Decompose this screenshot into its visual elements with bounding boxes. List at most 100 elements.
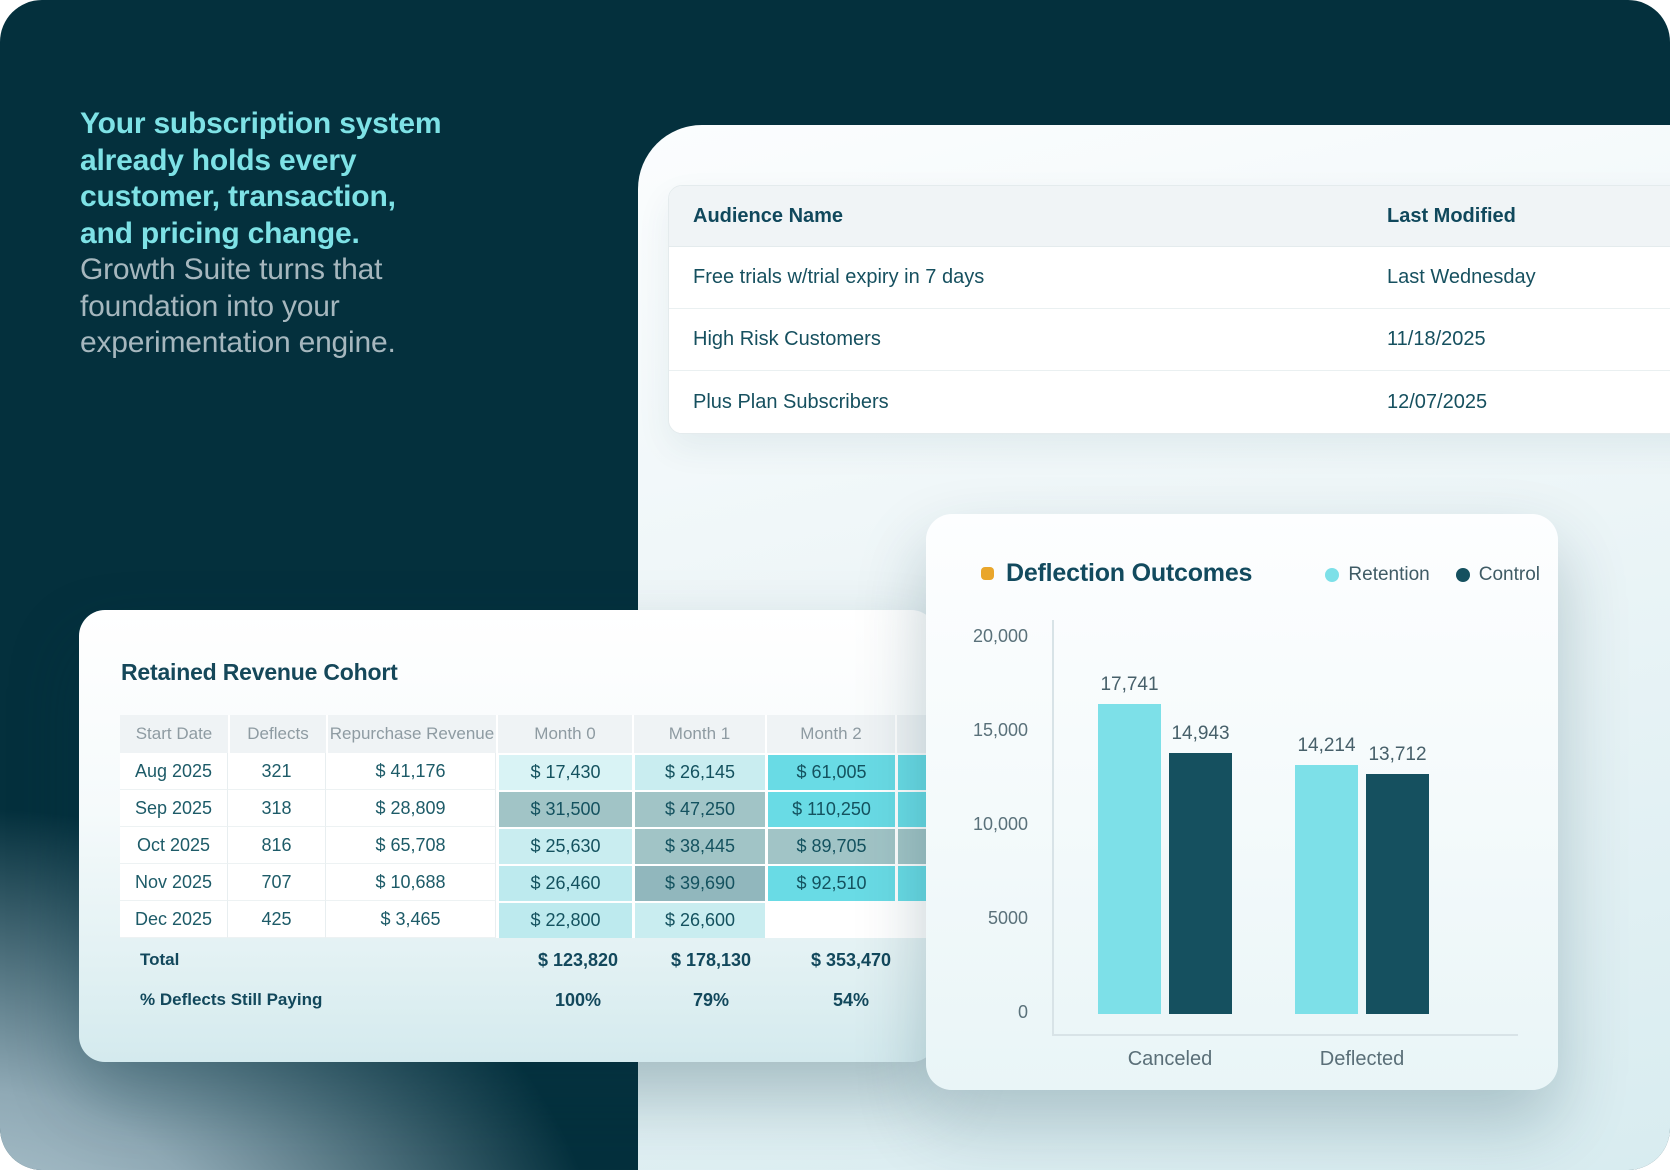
audience-name-cell: Free trials w/trial expiry in 7 days — [693, 266, 985, 288]
audience-table: Audience Name Last Modified Free trials … — [668, 185, 1670, 434]
bar-value-label: 17,741 — [1100, 674, 1159, 695]
hero-headline: Your subscription system already holds ev… — [80, 106, 560, 252]
chart-title: Deflection Outcomes — [1006, 559, 1253, 587]
x-axis-category-label: Canceled — [1127, 1048, 1213, 1070]
cohort-cell: $ 10,688 — [326, 864, 496, 901]
audience-row[interactable]: Plus Plan Subscribers 12/07/2025 — [669, 371, 1670, 433]
cohort-column-header: Month 2 — [765, 715, 895, 753]
audience-row[interactable]: High Risk Customers 11/18/2025 — [669, 309, 1670, 371]
cohort-cell: $ 3,465 — [326, 901, 496, 938]
cohort-heatmap-cell: $ 26,460 — [496, 864, 632, 901]
x-axis-category-label: Deflected — [1319, 1048, 1405, 1070]
bar-retention-deflected — [1295, 765, 1358, 1014]
audience-name-cell: High Risk Customers — [693, 328, 881, 350]
cohort-cell: 425 — [228, 901, 326, 938]
bar-value-label: 13,712 — [1368, 744, 1427, 765]
hero-subline-line: experimentation engine. — [80, 326, 396, 359]
bar-retention-canceled — [1098, 704, 1161, 1014]
legend-item-control: Control — [1455, 564, 1540, 586]
legend-dot-icon — [1455, 568, 1470, 582]
audience-table-body: Free trials w/trial expiry in 7 days Last… — [669, 247, 1670, 433]
x-axis-line — [1052, 1034, 1518, 1036]
last-modified-cell: 12/07/2025 — [1387, 390, 1488, 413]
cohort-card-title: Retained Revenue Cohort — [121, 659, 398, 685]
cohort-pct-label: % Deflects Still Paying — [140, 990, 323, 1009]
hero-headline-line: already holds every — [80, 143, 357, 177]
cohort-heatmap-cell: $ 61,005 — [765, 753, 895, 790]
y-axis-tick-label: 10,000 — [972, 814, 1028, 834]
cohort-row: Nov 2025 707 $ 10,688 $ 26,460 $ 39,690 $ 92,… — [120, 864, 937, 901]
cohort-heatmap-cell: $ 22,800 — [496, 901, 632, 938]
cohort-heatmap-cell: $ 92,510 — [765, 864, 895, 901]
cohort-total-value: $ 123,820 — [537, 950, 619, 970]
deflection-outcomes-card: Deflection Outcomes Retention Control 20,… — [926, 514, 1558, 1090]
cohort-heatmap-cell: $ 26,145 — [632, 753, 765, 790]
audience-name-cell: Plus Plan Subscribers — [693, 390, 889, 413]
cohort-heatmap-cell: $ 25,630 — [496, 827, 632, 864]
cohort-heatmap-cell — [765, 901, 895, 938]
cohort-heatmap-cell: $ 89,705 — [765, 827, 895, 864]
chart-title-row: Deflection Outcomes — [981, 559, 1252, 588]
hero-subline-line: foundation into your — [80, 289, 340, 323]
bar-value-label: 14,214 — [1297, 735, 1356, 756]
hero-subline-line: Growth Suite turns that — [80, 253, 383, 286]
cohort-row: Aug 2025 321 $ 41,176 $ 17,430 $ 26,145 $ 61,… — [120, 753, 937, 790]
cohort-cell: $ 41,176 — [326, 753, 496, 790]
cohort-table: Start Date Deflects Repurchase Revenue Mont… — [120, 715, 937, 938]
cohort-cell: Dec 2025 — [120, 901, 228, 938]
cohort-heatmap-cell: $ 31,500 — [496, 790, 632, 827]
cohort-cell: 318 — [228, 790, 326, 827]
cohort-cell: 816 — [228, 827, 326, 864]
audience-table-header: Audience Name Last Modified — [669, 186, 1670, 247]
cohort-cell: Nov 2025 — [120, 864, 228, 901]
cohort-column-header: Repurchase Revenue — [326, 715, 496, 753]
hero-subline: Growth Suite turns that foundation into y… — [80, 252, 560, 362]
last-modified-column-header: Last Modified — [1387, 204, 1516, 227]
legend-label: Control — [1478, 564, 1540, 585]
cohort-heatmap-cell: $ 17,430 — [496, 753, 632, 790]
cohort-pct-value: 54% — [832, 990, 870, 1010]
cohort-cell: $ 28,809 — [326, 790, 496, 827]
cohort-pct-value: 100% — [554, 990, 602, 1010]
bar-control-canceled — [1169, 753, 1232, 1014]
cohort-column-header: Deflects — [228, 715, 326, 753]
bar-value-label: 14,943 — [1171, 723, 1230, 744]
chart-legend: Retention Control — [1325, 564, 1540, 586]
legend-dot-icon — [1325, 568, 1340, 582]
cohort-cell: 707 — [228, 864, 326, 901]
cohort-cell: 321 — [228, 753, 326, 790]
y-axis-tick-label: 15,000 — [972, 720, 1028, 740]
cohort-header-row: Start Date Deflects Repurchase Revenue Mont… — [120, 715, 937, 753]
cohort-cell: $ 65,708 — [326, 827, 496, 864]
cohort-heatmap-cell: $ 38,445 — [632, 827, 765, 864]
legend-item-retention: Retention — [1325, 564, 1430, 586]
hero-headline-line: and pricing change. — [80, 216, 360, 250]
last-modified-cell: 11/18/2025 — [1387, 328, 1486, 350]
cohort-row: Sep 2025 318 $ 28,809 $ 31,500 $ 47,250 $ 110… — [120, 790, 937, 827]
cohort-heatmap-cell: $ 39,690 — [632, 864, 765, 901]
cohort-pct-value: 79% — [692, 990, 730, 1010]
cohort-heatmap-cell: $ 47,250 — [632, 790, 765, 827]
cohort-column-header: Month 0 — [496, 715, 632, 753]
y-axis-line — [1052, 620, 1054, 1036]
y-axis-tick-label: 0 — [1017, 1002, 1028, 1022]
last-modified-cell: Last Wednesday — [1387, 266, 1536, 288]
hero-headline-line: Your subscription system — [80, 107, 442, 140]
legend-label: Retention — [1348, 564, 1430, 585]
cohort-heatmap-cell: $ 110,250 — [765, 790, 895, 827]
audience-name-column-header: Audience Name — [693, 204, 844, 227]
bar-control-deflected — [1366, 774, 1429, 1014]
cohort-cell: Oct 2025 — [120, 827, 228, 864]
audience-row[interactable]: Free trials w/trial expiry in 7 days Last… — [669, 247, 1670, 309]
hero-copy: Your subscription system already holds ev… — [80, 106, 560, 362]
title-bullet-icon — [981, 567, 994, 580]
hero-headline-line: customer, transaction, — [80, 180, 396, 213]
cohort-total-value: $ 353,470 — [810, 950, 892, 970]
cohort-cell: Aug 2025 — [120, 753, 228, 790]
y-axis-tick-label: 20,000 — [972, 626, 1028, 646]
cohort-total-label: Total — [140, 950, 180, 969]
cohort-row: Dec 2025 425 $ 3,465 $ 22,800 $ 26,600 — [120, 901, 937, 938]
cohort-heatmap-cell: $ 26,600 — [632, 901, 765, 938]
cohort-cell: Sep 2025 — [120, 790, 228, 827]
